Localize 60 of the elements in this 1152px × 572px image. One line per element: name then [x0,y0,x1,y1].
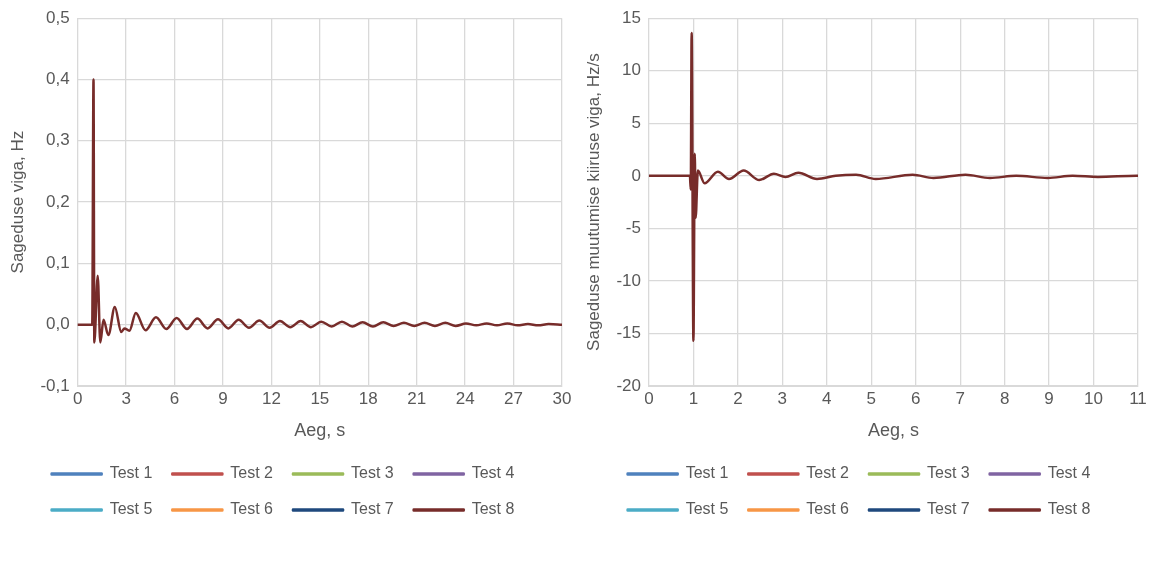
x-tick-label: 11 [1129,388,1147,408]
y-tick-label: -20 [616,375,641,395]
x-tick-label: 6 [910,388,921,408]
x-tick-label: 5 [866,388,876,408]
x-tick-label: 10 [1084,388,1103,408]
y-tick-label: 0,5 [46,7,70,27]
y-tick-label: 15 [622,7,641,27]
x-tick-label: 3 [777,388,788,408]
legend-label: Test 7 [927,500,970,518]
y-tick-label: 0 [631,165,641,185]
legend-label: Test 5 [685,500,729,518]
legend-label: Test 6 [806,500,850,518]
y-tick-label: -0,1 [40,375,70,395]
x-tick-label: 15 [310,388,330,408]
x-tick-label: 6 [169,388,180,408]
legend-label: Test 3 [927,464,970,482]
legend-label: Test 1 [109,464,153,482]
x-tick-label: 24 [455,388,475,408]
x-tick-label: 4 [822,388,832,408]
legend-label: Test 2 [806,464,850,482]
y-axis-title: Sageduse muutumise kiiruse viga, Hz/s [583,53,603,351]
x-tick-label: 8 [999,388,1010,408]
y-tick-label: 0,4 [46,69,70,89]
x-tick-label: 27 [504,388,524,408]
line-series [77,78,562,344]
x-axis-title: Aeg, s [294,420,346,441]
legend-label: Test 8 [471,500,515,518]
y-tick-label: 10 [622,60,641,80]
y-tick-label: 0,2 [46,191,70,211]
legend-label: Test 4 [1047,464,1091,482]
x-tick-label: 1 [688,388,699,408]
x-tick-label: 3 [121,388,131,408]
x-tick-label: 18 [358,388,378,408]
x-axis-title: Aeg, s [867,420,919,441]
x-tick-label: 30 [552,388,572,408]
y-tick-label: 5 [631,112,641,132]
legend-label: Test 1 [685,464,729,482]
legend-label: Test 7 [351,500,394,518]
x-tick-label: 21 [407,388,427,408]
x-tick-label: 9 [218,388,228,408]
y-tick-label: -10 [616,270,641,290]
legend-label: Test 4 [471,464,515,482]
y-axis-title: Sageduse viga, Hz [7,130,27,274]
x-tick-label: 0 [72,388,83,408]
y-tick-label: 0,0 [46,314,70,334]
y-tick-label: -15 [616,323,641,343]
legend-label: Test 6 [230,500,274,518]
x-tick-label: 2 [733,388,743,408]
x-tick-label: 0 [644,388,654,408]
legend-label: Test 3 [351,464,394,482]
x-tick-label: 7 [955,388,965,408]
legend-label: Test 5 [109,500,153,518]
legend-label: Test 8 [1047,500,1091,518]
line-series [648,31,1138,343]
x-tick-label: 12 [261,388,281,408]
y-tick-label: 0,1 [46,253,70,273]
y-tick-label: 0,3 [46,130,70,150]
x-tick-label: 9 [1044,388,1054,408]
y-tick-label: -5 [625,218,641,238]
legend-label: Test 2 [230,464,274,482]
